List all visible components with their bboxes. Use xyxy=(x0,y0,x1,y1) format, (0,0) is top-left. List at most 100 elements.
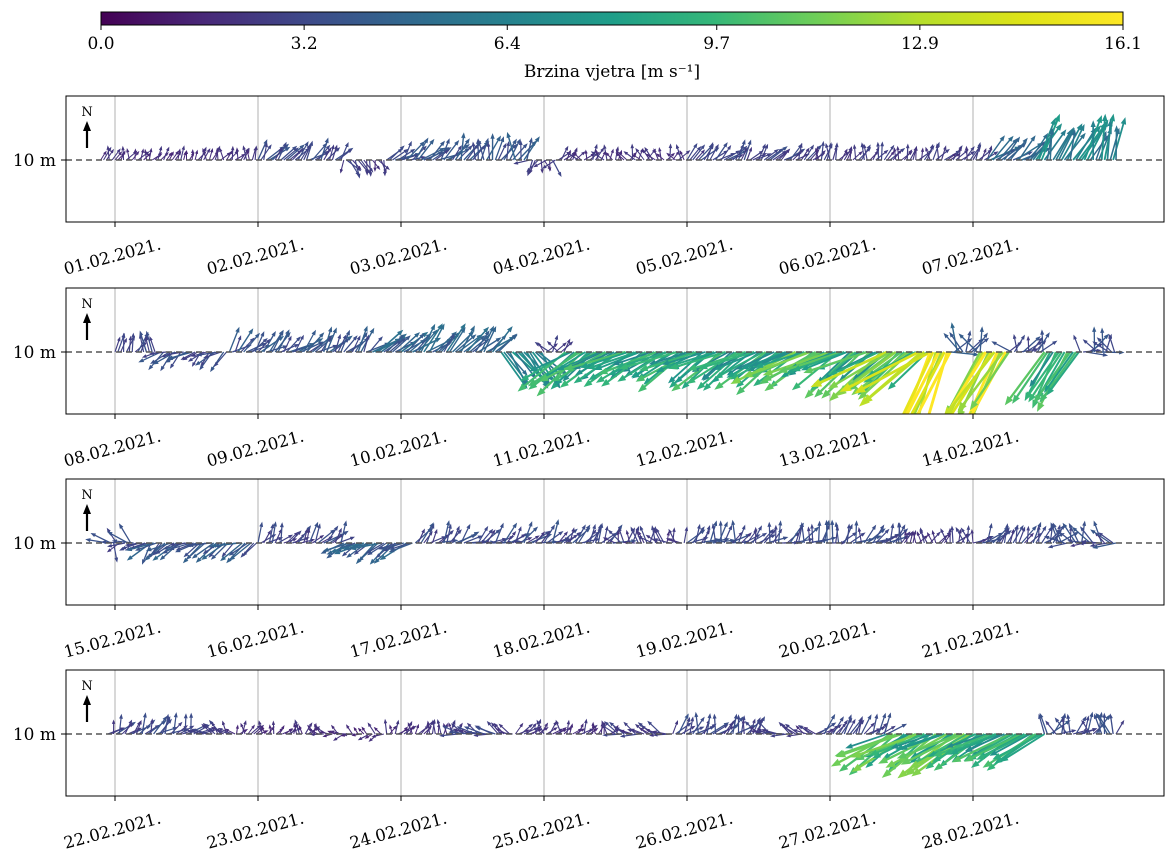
wind-arrow xyxy=(135,542,157,551)
wind-arrow xyxy=(263,142,268,161)
wind-arrow xyxy=(830,519,835,543)
wind-arrow xyxy=(886,723,908,735)
height-label: 10 m xyxy=(13,151,56,171)
wind-arrow xyxy=(277,141,287,161)
wind-arrow xyxy=(188,542,211,548)
wind-arrow xyxy=(320,137,329,161)
wind-arrow xyxy=(471,141,476,161)
wind-arrow xyxy=(910,351,946,414)
wind-arrow xyxy=(143,152,151,161)
wind-arrow xyxy=(668,528,677,544)
wind-arrow xyxy=(360,159,372,175)
wind-arrow xyxy=(1009,137,1028,161)
wind-arrow xyxy=(124,719,133,735)
wind-arrow xyxy=(1012,524,1024,544)
wind-arrow xyxy=(825,142,831,161)
wind-arrow xyxy=(232,344,252,353)
wind-arrow xyxy=(602,537,616,544)
wind-arrow xyxy=(916,351,952,414)
wind-arrow xyxy=(692,144,706,161)
north-arrow-icon xyxy=(83,504,91,514)
wind-arrow xyxy=(432,147,452,161)
wind-arrow xyxy=(772,150,787,161)
wind-arrow xyxy=(536,719,545,735)
wind-arrow xyxy=(280,145,298,161)
wind-arrow xyxy=(800,147,810,161)
wind-arrow xyxy=(142,542,152,565)
wind-arrow xyxy=(573,152,582,161)
wind-arrow xyxy=(214,728,230,735)
wind-arrow xyxy=(714,351,764,379)
wind-arrow xyxy=(854,350,931,394)
wind-arrow xyxy=(1012,351,1049,404)
wind-arrow xyxy=(329,144,335,161)
wind-arrow xyxy=(689,716,694,735)
wind-arrow xyxy=(886,150,895,161)
wind-arrow xyxy=(694,711,700,735)
height-label: 10 m xyxy=(13,343,56,363)
wind-arrow xyxy=(229,542,252,561)
wind-arrow xyxy=(903,531,913,544)
wind-arrow xyxy=(943,332,961,353)
wind-arrow xyxy=(1036,524,1041,543)
wind-arrow xyxy=(723,150,741,161)
wind-arrow xyxy=(1035,525,1047,544)
wind-arrow xyxy=(940,528,948,544)
wind-arrow xyxy=(944,150,961,161)
wind-arrow xyxy=(113,542,119,563)
wind-arrow xyxy=(652,730,668,735)
wind-arrow xyxy=(920,147,925,161)
wind-arrow xyxy=(126,542,154,552)
wind-arrow xyxy=(118,713,123,735)
wind-arrow xyxy=(1039,340,1058,353)
wind-arrow xyxy=(289,530,302,544)
wind-arrow xyxy=(1040,113,1060,161)
wind-arrow xyxy=(435,149,450,161)
wind-arrow xyxy=(477,525,489,544)
wind-arrow xyxy=(532,530,551,544)
wind-arrow xyxy=(1060,123,1083,161)
wind-arrow xyxy=(575,151,586,161)
wind-arrow xyxy=(167,728,189,735)
wind-arrow xyxy=(950,322,958,353)
wind-arrow xyxy=(652,538,670,544)
wind-arrow xyxy=(887,351,928,390)
wind-arrow xyxy=(506,531,517,544)
wind-arrow xyxy=(368,733,379,742)
wind-arrow xyxy=(294,334,304,353)
wind-arrow xyxy=(483,529,501,544)
wind-arrow xyxy=(149,351,167,356)
wind-arrow xyxy=(826,142,833,161)
wind-arrow xyxy=(389,542,410,550)
wind-arrow xyxy=(941,145,947,161)
wind-arrow xyxy=(1097,713,1111,735)
wind-arrow xyxy=(737,139,746,161)
wind-arrow xyxy=(137,151,150,161)
wind-arrow xyxy=(919,529,928,544)
wind-arrow xyxy=(380,542,404,550)
wind-arrow xyxy=(625,529,631,544)
wind-arrow xyxy=(731,519,737,544)
wind-arrow xyxy=(897,522,903,544)
wind-arrow xyxy=(303,329,316,353)
wind-arrow xyxy=(875,722,888,735)
wind-arrow xyxy=(712,724,729,735)
wind-arrow xyxy=(331,724,339,735)
wind-arrow xyxy=(283,335,292,353)
wind-arrow xyxy=(753,526,758,543)
colorbar-tick-label: 6.4 xyxy=(494,34,521,54)
wind-arrow xyxy=(835,732,902,758)
wind-arrow xyxy=(695,149,706,161)
wind-arrow xyxy=(584,149,588,161)
wind-arrow xyxy=(715,142,728,161)
wind-arrow xyxy=(1081,719,1091,735)
wind-arrow xyxy=(200,146,207,161)
wind-arrow xyxy=(834,142,839,160)
wind-arrow xyxy=(801,351,848,371)
wind-arrow xyxy=(817,520,822,543)
wind-arrow xyxy=(1056,529,1074,544)
wind-arrow xyxy=(900,733,963,765)
wind-arrow xyxy=(446,523,452,544)
wind-arrow xyxy=(1036,332,1050,353)
